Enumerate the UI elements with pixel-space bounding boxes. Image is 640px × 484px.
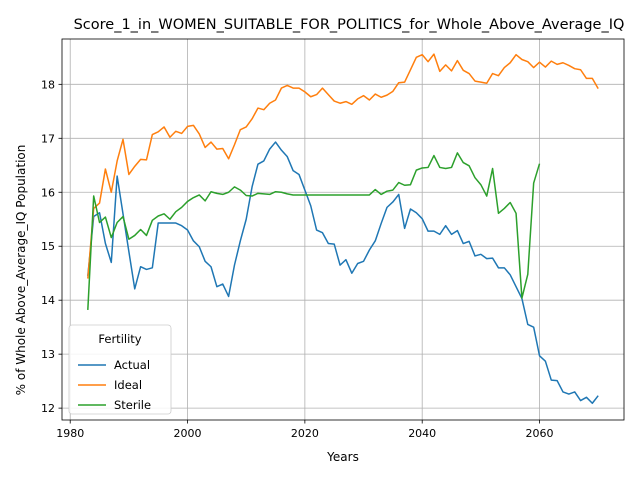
x-axis-label: Years [326,450,359,464]
x-tick-label: 2060 [526,427,554,440]
y-axis-label: % of Whole Above_Average_IQ Population [14,145,28,396]
x-tick-label: 2040 [408,427,436,440]
legend-box [68,324,172,415]
legend-label-actual: Actual [114,358,150,372]
y-tick-label: 14 [41,294,55,307]
x-tick-label: 2020 [291,427,319,440]
y-tick-label: 13 [41,348,55,361]
legend-label-ideal: Ideal [114,378,142,392]
y-tick-label: 16 [41,186,55,199]
series-line-sterile [87,152,541,310]
chart-title: Score_1_in_WOMEN_SUITABLE_FOR_POLITICS_f… [74,17,625,33]
legend: Fertility Actual Ideal Sterile [68,324,172,415]
series-line-ideal [87,53,599,279]
axes: 1980 2000 2020 2040 2060 12 13 14 15 16 17 18 [41,38,625,440]
legend-label-sterile: Sterile [114,398,151,412]
x-tick-label: 2000 [174,427,202,440]
legend-title: Fertility [98,332,141,346]
y-tick-label: 15 [41,240,55,253]
y-tick-label: 17 [41,132,55,145]
y-tick-label: 18 [41,78,55,91]
x-tick-label: 1980 [56,427,84,440]
plot-frame [61,38,625,421]
y-tick-label: 12 [41,402,55,415]
series-line-actual [87,141,599,405]
series-lines [87,53,599,405]
